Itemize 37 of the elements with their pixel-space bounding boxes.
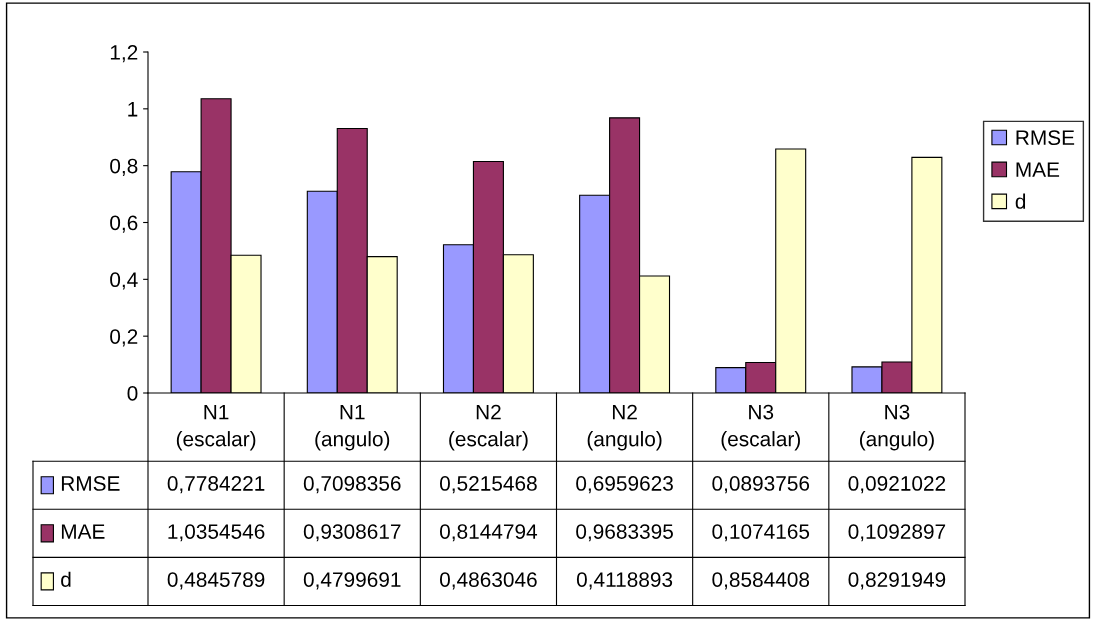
text: MAE [61, 524, 105, 539]
data-label: 0,7098356 [303, 476, 401, 494]
data-label: 0,9683395 [576, 524, 673, 542]
x-tick-label: N1 (escalar) [176, 404, 256, 451]
legend-label: d [1015, 193, 1026, 209]
x-tick-label: N3 (escalar) [721, 404, 800, 451]
data-label: 0,7784221 [167, 476, 265, 494]
x-tick-label: N3 (angulo) [859, 404, 934, 451]
data-label: 0,1092897 [848, 524, 946, 542]
x-tick-label: N1 (angulo) [315, 404, 390, 451]
y-tick-label: 1,2 [110, 45, 138, 63]
y-tick-label: 0,2 [110, 329, 138, 347]
y-tick-label: 1 [128, 102, 138, 117]
data-label: 0,8584408 [712, 572, 810, 590]
y-tick-label: 0,6 [110, 215, 138, 233]
data-label: 0,4799691 [303, 572, 401, 590]
data-label: 0,0893756 [712, 476, 810, 494]
data-label: 0,5215468 [440, 476, 537, 494]
data-label: 0,8144794 [440, 524, 538, 542]
data-label: 0,9308617 [303, 524, 401, 542]
y-tick-label: 0,4 [110, 272, 138, 290]
data-label: 0,0921022 [848, 476, 946, 494]
data-label: 0,1074165 [712, 524, 810, 542]
legend-label: MAE [1016, 162, 1060, 177]
text: RMSE [1016, 130, 1075, 146]
data-label: 1,0354546 [168, 524, 265, 542]
x-tick-label: N2 (angulo) [587, 404, 662, 451]
data-label: 0,4863046 [440, 572, 537, 590]
y-tick-label: 0,8 [110, 158, 138, 176]
data-label: 0,6959623 [576, 476, 673, 494]
x-tick-label: N2 (escalar) [449, 404, 528, 451]
y-tick-label: 0 [127, 386, 138, 401]
data-label: 0,4118893 [576, 572, 673, 590]
text: d [61, 571, 71, 587]
data-label: 0,4845789 [167, 572, 265, 590]
data-label: 0,8291949 [848, 572, 946, 590]
legend-label: RMSE [61, 476, 120, 491]
